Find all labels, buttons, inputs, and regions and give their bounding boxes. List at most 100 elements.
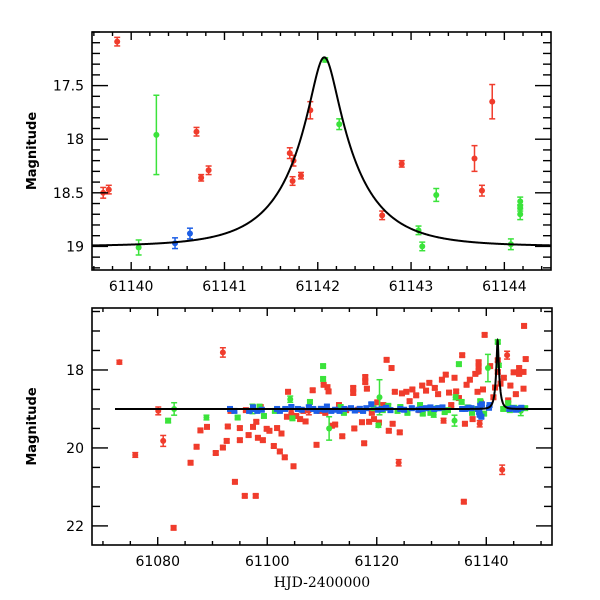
marker (404, 409, 411, 416)
marker (375, 422, 382, 429)
marker (438, 376, 445, 383)
marker (326, 425, 333, 432)
red-data-point (259, 437, 266, 444)
red-data-point (281, 454, 288, 461)
red-data-point (406, 398, 413, 405)
red-data-point (297, 416, 304, 423)
marker (351, 425, 358, 432)
marker (245, 432, 252, 439)
red-data-point (313, 441, 320, 448)
marker (160, 437, 167, 444)
red-data-point (197, 427, 204, 434)
red-data-point (351, 425, 358, 432)
green-data-point (336, 118, 343, 131)
bottom-panel-frame (91, 307, 553, 546)
red-data-point (440, 417, 447, 424)
red-data-point (290, 463, 297, 470)
red-data-point (245, 432, 252, 439)
marker (105, 186, 112, 193)
marker (186, 230, 193, 237)
red-data-point (350, 389, 357, 396)
marker (383, 356, 390, 363)
bottom-panel-tick-labels: 61080 61100 61120 61140 18 20 22 (66, 363, 508, 570)
marker (453, 388, 460, 395)
red-data-point (481, 331, 488, 338)
marker (132, 451, 139, 458)
marker (283, 413, 290, 420)
red-data-point (446, 389, 453, 396)
marker (486, 402, 493, 409)
marker (439, 404, 446, 411)
top-panel-frame (91, 31, 552, 271)
marker (278, 430, 285, 437)
marker (219, 444, 226, 451)
marker (385, 427, 392, 434)
red-data-point (396, 429, 403, 436)
bottom-panel-y-axis-title: Magnitude (25, 387, 40, 466)
x-tick-label: 61140 (109, 279, 154, 295)
red-data-point (520, 385, 527, 392)
red-data-point (388, 365, 395, 372)
red-data-point (385, 427, 392, 434)
red-data-point (395, 458, 402, 467)
marker (520, 368, 527, 375)
red-data-point (466, 376, 473, 383)
red-data-point (475, 368, 482, 375)
x-tick-label: 61144 (482, 279, 527, 295)
marker (254, 434, 261, 441)
marker (500, 405, 507, 412)
marker (471, 155, 478, 162)
marker (389, 420, 396, 427)
red-data-point (325, 388, 332, 395)
marker (516, 370, 523, 377)
marker (328, 422, 335, 429)
marker (478, 401, 485, 408)
green-data-point (135, 239, 142, 256)
red-data-point (448, 402, 455, 409)
marker (396, 429, 403, 436)
marker (500, 374, 507, 381)
x-tick-label: 61080 (135, 554, 180, 570)
marker (368, 409, 375, 416)
green-data-point (430, 411, 437, 418)
marker (281, 454, 288, 461)
marker (203, 414, 210, 421)
bottom-panel: 61080 61100 61120 61140 18 20 22 Magnitude HJD… (25, 307, 553, 591)
red-data-point (350, 384, 357, 391)
marker (440, 417, 447, 424)
marker (306, 398, 313, 405)
marker (507, 382, 514, 389)
marker (403, 388, 410, 395)
marker (472, 370, 479, 377)
x-tick-label: 61143 (389, 279, 434, 295)
marker (469, 416, 476, 423)
marker (320, 375, 327, 382)
marker (350, 384, 357, 391)
red-data-point (362, 373, 369, 380)
marker (297, 172, 304, 179)
marker (481, 410, 488, 417)
red-data-point (266, 427, 273, 434)
marker (288, 404, 295, 411)
marker (193, 443, 200, 450)
marker (285, 388, 292, 395)
bottom-panel-x-axis-title: HJD-2400000 (274, 575, 370, 591)
marker (287, 396, 294, 403)
marker (499, 466, 506, 473)
marker (474, 388, 481, 395)
red-data-point (459, 352, 466, 359)
green-data-point (452, 394, 459, 401)
marker (522, 356, 529, 363)
model-curve (92, 56, 551, 247)
marker (505, 400, 512, 407)
red-data-point (478, 184, 485, 197)
marker (289, 178, 296, 185)
green-data-point (375, 422, 382, 429)
red-data-point (358, 419, 365, 426)
marker (476, 420, 483, 427)
red-data-point (520, 368, 527, 375)
marker (387, 407, 394, 414)
marker (406, 398, 413, 405)
red-data-point (231, 478, 238, 485)
